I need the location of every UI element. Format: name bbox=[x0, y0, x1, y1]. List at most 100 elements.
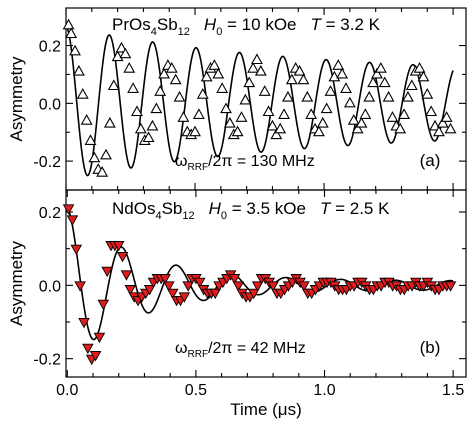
data-point bbox=[359, 108, 372, 119]
data-point bbox=[192, 108, 205, 119]
data-point bbox=[220, 102, 232, 114]
data-point bbox=[74, 281, 86, 292]
data-point bbox=[258, 85, 271, 96]
data-point bbox=[398, 108, 410, 119]
data-point bbox=[209, 288, 221, 300]
data-point bbox=[69, 44, 81, 56]
data-point bbox=[324, 85, 337, 96]
data-point bbox=[328, 70, 341, 82]
data-point bbox=[163, 281, 175, 292]
panel-label: (b) bbox=[420, 338, 441, 357]
data-point bbox=[239, 93, 252, 105]
data-point bbox=[262, 105, 275, 117]
data-point bbox=[80, 114, 93, 125]
data-point bbox=[120, 270, 133, 281]
data-point bbox=[254, 64, 267, 76]
data-point bbox=[131, 105, 143, 117]
sample-conditions-label: NdOs4Sb12 H0 = 3.5 kOe T = 2.5 K bbox=[112, 199, 390, 222]
data-point bbox=[173, 90, 186, 102]
data-point bbox=[142, 131, 155, 143]
fit-curve bbox=[65, 26, 454, 177]
data-point bbox=[70, 244, 83, 256]
data-point bbox=[402, 90, 414, 102]
data-point bbox=[78, 318, 90, 329]
x-tick-label: 1.0 bbox=[313, 382, 335, 399]
data-point bbox=[267, 281, 279, 292]
data-point bbox=[413, 62, 426, 73]
data-point bbox=[343, 96, 356, 108]
data-point bbox=[444, 281, 457, 292]
panel-a: 0.2 0.0 -0.2 Asymmetry PrOs4Sb12 H0 = 10 kOe T… bbox=[7, 7, 467, 191]
data-point bbox=[115, 41, 128, 53]
data-point bbox=[231, 125, 244, 137]
data-point bbox=[216, 82, 229, 93]
data-point bbox=[150, 102, 163, 114]
data-point bbox=[123, 62, 136, 73]
data-point bbox=[305, 108, 318, 119]
data-point bbox=[248, 288, 260, 300]
data-point bbox=[251, 281, 264, 292]
data-point bbox=[274, 122, 287, 134]
x-axis-label: Time (μs) bbox=[230, 400, 302, 419]
data-point bbox=[235, 111, 248, 122]
data-point bbox=[189, 125, 201, 137]
data-point bbox=[232, 281, 245, 292]
data-point bbox=[440, 111, 453, 122]
data-point bbox=[251, 53, 263, 65]
data-point bbox=[101, 266, 113, 278]
x-tick-label: 0.5 bbox=[185, 382, 207, 399]
data-point bbox=[193, 277, 206, 289]
data-point bbox=[266, 119, 279, 131]
y-tick-label: -0.2 bbox=[33, 352, 61, 369]
data-point bbox=[65, 27, 78, 39]
data-point bbox=[347, 114, 360, 125]
data-point bbox=[405, 79, 418, 91]
data-point bbox=[320, 102, 333, 114]
y-axis-label: Asymmetry bbox=[7, 56, 26, 142]
data-point bbox=[436, 116, 449, 128]
data-point bbox=[282, 90, 294, 102]
data-point bbox=[182, 281, 194, 292]
data-point bbox=[96, 166, 109, 177]
data-point bbox=[93, 332, 106, 344]
data-point bbox=[394, 122, 407, 134]
y-tick-label: -0.2 bbox=[33, 154, 61, 171]
data-point bbox=[371, 67, 383, 79]
data-point bbox=[228, 274, 241, 285]
data-point bbox=[285, 73, 298, 85]
data-point bbox=[127, 82, 140, 93]
data-point bbox=[166, 288, 179, 300]
plot-frame bbox=[65, 189, 467, 378]
y-tick-label: 0.2 bbox=[39, 39, 61, 56]
panel-b: 0.2 0.0 -0.2 0.0 0.5 1.0 1.5 Asymmetry Time (μs)… bbox=[7, 189, 467, 419]
data-point bbox=[386, 111, 399, 122]
data-point bbox=[111, 50, 124, 62]
data-point bbox=[298, 281, 310, 292]
data-point bbox=[378, 76, 391, 88]
x-tick-label: 0.0 bbox=[56, 382, 78, 399]
data-point bbox=[421, 88, 434, 99]
data-point bbox=[316, 116, 329, 128]
data-point bbox=[134, 122, 147, 134]
data-point bbox=[297, 73, 310, 85]
data-point bbox=[146, 119, 159, 131]
data-point bbox=[293, 64, 306, 76]
data-point bbox=[119, 47, 132, 59]
data-point bbox=[336, 67, 349, 79]
data-point bbox=[332, 59, 345, 70]
data-point bbox=[116, 252, 129, 263]
sample-conditions-label: PrOs4Sb12 H0 = 10 kOe T = 3.2 K bbox=[112, 15, 381, 38]
y-tick-label: 0.0 bbox=[39, 278, 61, 295]
data-point bbox=[84, 134, 97, 145]
data-point bbox=[247, 62, 260, 73]
data-point bbox=[112, 241, 125, 252]
data-point bbox=[62, 204, 75, 215]
data-point bbox=[76, 88, 89, 99]
data-point bbox=[72, 64, 85, 76]
data-point bbox=[66, 215, 79, 226]
data-point bbox=[425, 105, 438, 117]
data-point bbox=[444, 122, 457, 134]
data-point bbox=[374, 62, 387, 73]
data-point bbox=[429, 119, 441, 131]
